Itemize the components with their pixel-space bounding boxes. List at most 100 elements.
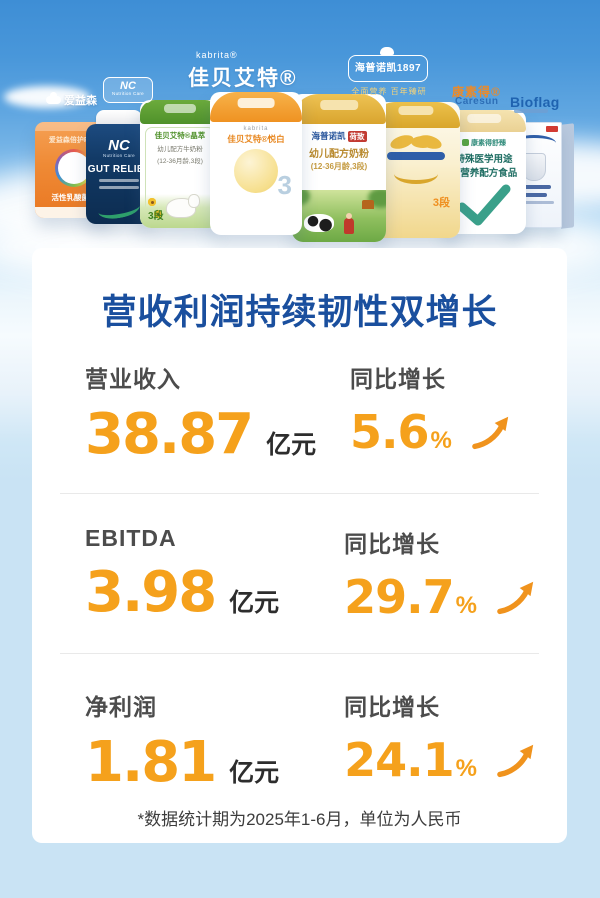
metric-row-ebitda: EBITDA 3.98 亿元 同比增长 29.7 % (85, 525, 537, 620)
growth-label: 同比增长 (350, 366, 446, 392)
stage-badge: 3段 (148, 211, 164, 222)
metric-value: 38.87 (85, 402, 254, 467)
stage-badge: 3段 (432, 197, 450, 209)
product-desc: 幼儿配方奶粉 (309, 149, 369, 160)
growth-value: 24.1 (344, 733, 454, 787)
house-art (362, 200, 374, 209)
brand-logo-caresun-cn: 康素得® (452, 85, 501, 99)
metric-label: 净利润 (85, 694, 157, 720)
lid-handle (164, 104, 196, 113)
leaf-swirl-art (96, 196, 142, 222)
label-line (521, 193, 547, 197)
label-line (517, 185, 551, 189)
metric-label: 营业收入 (85, 366, 181, 392)
brand-logo-kabrita-en: kabrita® (196, 50, 238, 60)
can-bottom-band (35, 207, 113, 218)
label-line (99, 179, 139, 182)
footnote: *数据统计期为2025年1-6月，单位为人民币 (137, 810, 462, 829)
green-badge-icon (462, 139, 469, 146)
cow-art (304, 214, 334, 232)
divider (60, 653, 539, 654)
metric-unit: 亿元 (229, 588, 280, 617)
growth-value: 29.7 (344, 570, 454, 624)
goat-art (166, 194, 200, 218)
growth-unit: % (455, 591, 477, 619)
growth-unit: % (455, 754, 477, 782)
product-brand-sub: Nutrition Care (103, 153, 135, 158)
brand-logo-hypnocare: 海普诺凯1897 (348, 55, 428, 82)
brand-logo-aiyisen: 爱益森 (46, 92, 97, 108)
product-label: 爱益森倍护PRO (48, 137, 100, 144)
product-badge: 康素得舒臻 (471, 140, 506, 147)
lid-handle (237, 98, 275, 108)
can-lid (140, 100, 220, 124)
brand-tagline-hypnocare: 全面营养 百年臻研 (351, 87, 427, 96)
product-brand: 佳贝艾特®悦白 (227, 134, 285, 144)
metric-value: 1.81 (85, 730, 217, 795)
checkmark-icon (456, 183, 512, 232)
card-title: 营收利润持续韧性双增长 (101, 293, 498, 332)
metric-row-net-profit: 净利润 1.81 亿元 同比增长 24.1 % (85, 688, 537, 795)
brand-logo-label: NC (120, 80, 136, 92)
can-body: 3段 幼儿配方奶粉 (12-36月龄，3段) (372, 102, 460, 238)
growth-unit: % (430, 426, 452, 454)
product-brand: 海普诺凯 (311, 131, 346, 141)
product-brand: NC (108, 137, 130, 154)
red-tag (546, 126, 558, 132)
product-kabrita-jingcui: 佳贝艾特®晶萃 幼儿配方牛奶粉 (12-36月龄,3段) 3段 (140, 100, 220, 228)
growth-arrow-icon (472, 414, 512, 455)
brand-logo-bioflag-sub (514, 109, 548, 113)
stats-card: 营收利润持续韧性双增长 营业收入 38.87 亿元 同比增长 5.6 % (32, 248, 567, 843)
cloud-icon (46, 92, 61, 104)
product-kabrita-yuebai: kabrita 佳贝艾特®悦白 3 幼儿配方羊奶粉 (12-36月龄,3段) (210, 92, 302, 235)
metric-unit: 亿元 (266, 430, 317, 459)
metric-label: EBITDA (85, 525, 177, 551)
ribbon-banner (387, 152, 445, 160)
crest-icon (380, 47, 394, 55)
sunflower-icon (154, 210, 162, 218)
brand-logo-nc: NC Nutrition Care (103, 77, 153, 103)
can-lid (210, 92, 302, 122)
product-age: (12-36月龄,3段) (157, 158, 203, 165)
product-badge-row: 康素得舒臻 (442, 138, 526, 148)
product-sublabel: 活性乳酸菌粉 (51, 193, 97, 202)
product-age: (12-36月龄,3段) (310, 162, 368, 171)
product-desc: 幼儿配方牛奶粉 (157, 146, 203, 153)
product-gold-formula: 3段 幼儿配方奶粉 (12-36月龄，3段) (372, 102, 460, 238)
can-body: 佳贝艾特®晶萃 幼儿配方牛奶粉 (12-36月龄,3段) 3段 (140, 100, 220, 228)
stage-number: 3 (277, 170, 292, 200)
can-body: 海普诺凯 荷致 幼儿配方奶粉 (12-36月龄,3段) (292, 94, 386, 242)
box-side (561, 123, 574, 229)
can-lid (442, 110, 526, 132)
variant-badge: 荷致 (347, 131, 367, 142)
product-brand: 佳贝艾特®晶萃 (154, 131, 206, 140)
growth-label: 同比增长 (344, 531, 441, 557)
lid-handle (467, 114, 501, 123)
bow-icon (388, 132, 444, 152)
lid-handle (398, 106, 434, 115)
product-line1: 特殊医学用途 (455, 154, 513, 165)
brand-logo-kabrita-cn: 佳贝艾特® (188, 67, 298, 90)
can-body: kabrita 佳贝艾特®悦白 3 幼儿配方羊奶粉 (12-36月龄,3段) (210, 92, 302, 235)
brand-logo-label: 爱益森 (64, 95, 97, 107)
growth-arrow-icon (497, 742, 537, 783)
product-hypnocare-hezhi: 海普诺凯 荷致 幼儿配方奶粉 (12-36月龄,3段) (292, 94, 386, 242)
blue-swoosh-art (512, 135, 556, 151)
brand-logo-bioflag: Bioflag (510, 94, 560, 110)
product-logo-en: kabrita (243, 126, 269, 132)
girl-art (344, 213, 354, 234)
label-line (514, 201, 554, 204)
lid-handle (320, 100, 358, 110)
gold-swoosh-art (394, 164, 438, 184)
label-line (99, 186, 139, 189)
metric-unit: 亿元 (229, 758, 280, 787)
sunflower-icon (148, 198, 156, 206)
growth-arrow-icon (497, 579, 537, 620)
brand-logo-caresun-en: Caresun (455, 96, 499, 107)
divider (60, 493, 539, 494)
product-brand-row: 海普诺凯 荷致 (292, 130, 386, 142)
product-title: GUT RELIEF (87, 164, 151, 175)
can-lid (372, 102, 460, 128)
metric-row-revenue: 营业收入 38.87 亿元 同比增长 5.6 % (85, 360, 537, 467)
